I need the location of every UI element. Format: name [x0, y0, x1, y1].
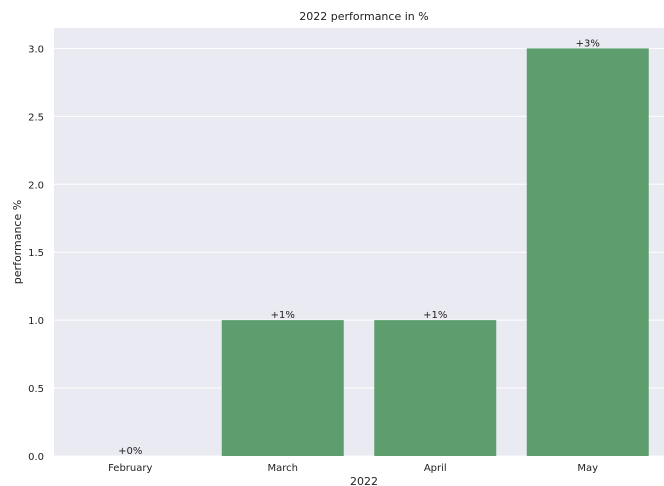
data-label-march: +1% [271, 310, 295, 321]
x-tick-label: February [108, 463, 152, 474]
x-tick-label: March [268, 463, 298, 474]
bar-march [221, 320, 344, 456]
data-label-april: +1% [423, 310, 447, 321]
data-label-february: +0% [118, 446, 142, 457]
y-tick-label: 1.0 [28, 316, 44, 327]
x-axis-ticks: February March April May [108, 463, 598, 474]
bars [221, 48, 649, 456]
data-labels: +0% +1% +1% +3% [118, 38, 600, 457]
x-axis-label: 2022 [350, 475, 378, 486]
data-label-may: +3% [576, 38, 600, 49]
y-tick-label: 1.5 [28, 248, 44, 259]
x-tick-label: May [577, 463, 598, 474]
x-tick-label: April [424, 463, 447, 474]
y-tick-label: 3.0 [28, 44, 44, 55]
bar-april [374, 320, 497, 456]
y-tick-label: 2.0 [28, 180, 44, 191]
y-tick-label: 0.0 [28, 452, 44, 463]
y-tick-label: 2.5 [28, 112, 44, 123]
y-axis-label: performance % [11, 200, 24, 284]
bar-may [526, 48, 649, 456]
y-axis-ticks: 0.0 0.5 1.0 1.5 2.0 2.5 3.0 [28, 44, 44, 463]
chart-title: 2022 performance in % [299, 10, 428, 23]
y-tick-label: 0.5 [28, 384, 44, 395]
